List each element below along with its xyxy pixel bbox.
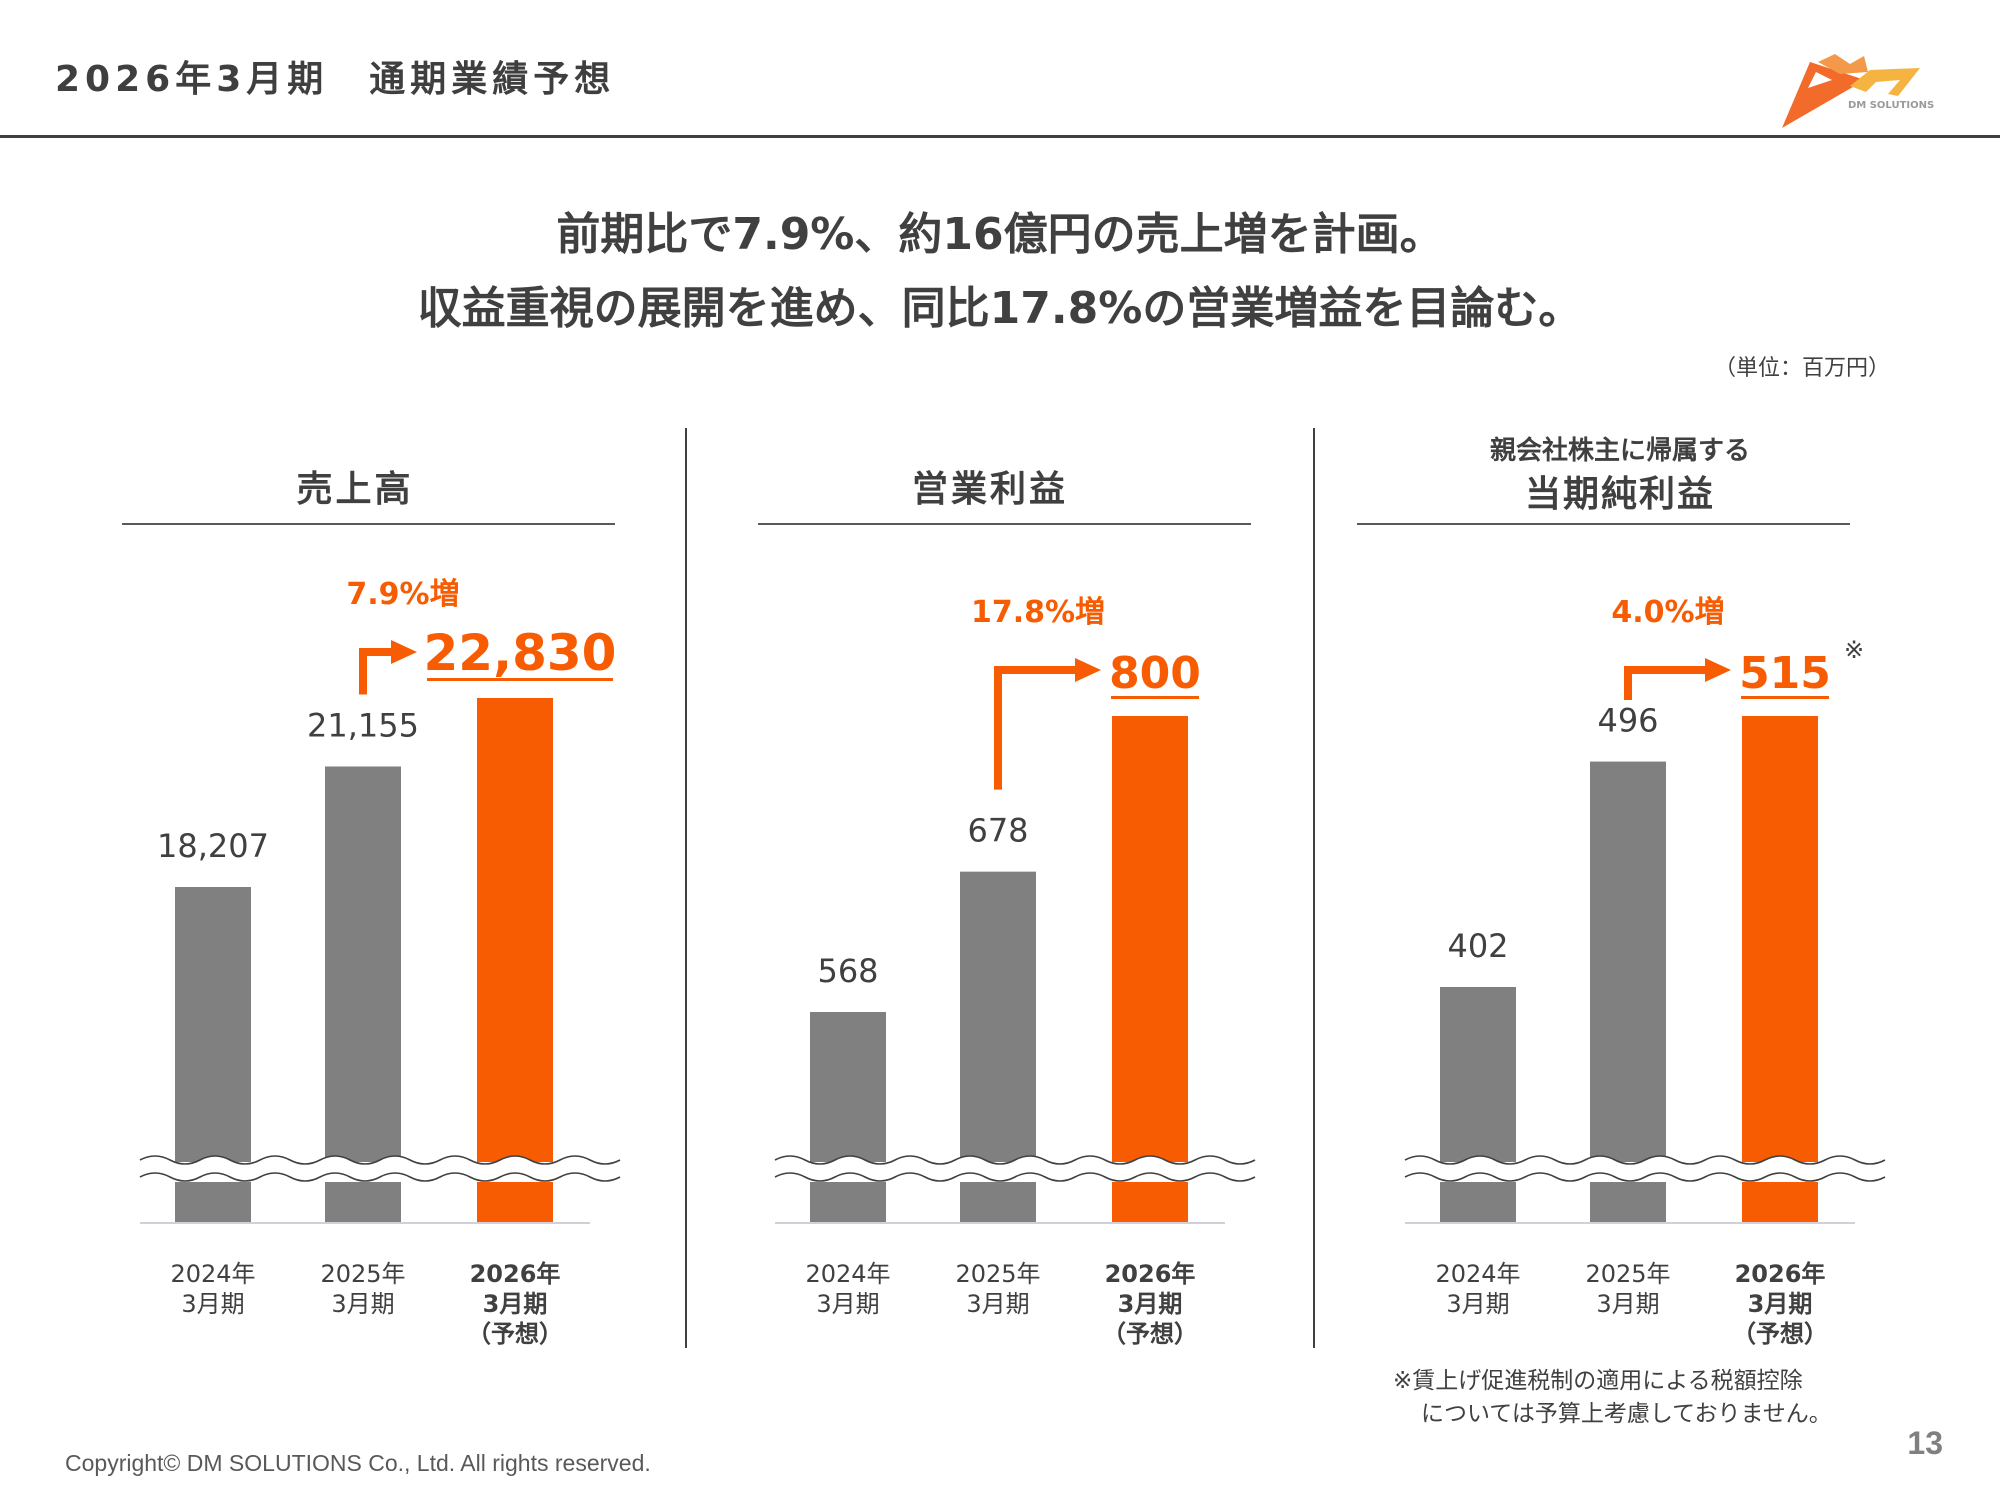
panel-operating-income: 営業利益 568 2024年 3月期 678 2025年 3月期 800 17.8%増 2026…	[740, 420, 1300, 1380]
category-label: 2026年	[1105, 1260, 1196, 1288]
forecast-data-label: 800	[1109, 648, 1201, 699]
panel-divider	[1313, 428, 1315, 1348]
category-label: 3月期	[1596, 1290, 1659, 1318]
data-label: 21,155	[307, 706, 419, 744]
forecast-data-label: 515	[1739, 648, 1831, 699]
growth-arrow-head	[1075, 658, 1101, 682]
data-label: 402	[1447, 927, 1508, 965]
bar-forecast	[477, 698, 553, 1222]
forecast-label-underline	[427, 678, 613, 681]
growth-label: 17.8%増	[971, 595, 1105, 630]
footnote-line-1: ※賃上げ促進税制の適用による税額控除	[1393, 1368, 1803, 1394]
data-label: 568	[817, 952, 878, 990]
category-label: 3月期	[331, 1290, 394, 1318]
category-label: 3月期	[1748, 1290, 1813, 1318]
category-label: 3月期	[816, 1290, 879, 1318]
bar-actual	[810, 1012, 886, 1222]
category-label: 2026年	[1735, 1260, 1826, 1288]
bar-forecast	[1112, 716, 1188, 1222]
axis-break-line	[1404, 1172, 1886, 1182]
axis-break-fill	[1405, 1162, 1855, 1176]
headline-line-1: 前期比で7.9%、約16億円の売上増を計画。	[556, 209, 1444, 260]
bar-actual	[325, 766, 401, 1222]
category-label: 2025年	[1585, 1260, 1670, 1288]
logo-mark-inner	[1808, 72, 1832, 88]
panel-title: 売上高	[296, 469, 414, 510]
panel-subtitle: 親会社株主に帰属する	[1489, 436, 1750, 466]
forecast-data-label: 22,830	[424, 624, 617, 682]
data-label: 496	[1597, 702, 1658, 740]
axis-break-line	[774, 1155, 1256, 1165]
panel-title-rule	[758, 523, 1251, 525]
axis-break-line	[774, 1172, 1256, 1182]
panel-title-rule	[122, 523, 615, 525]
logo-mark-yellow	[1850, 68, 1920, 96]
axis-break-line	[1404, 1155, 1886, 1165]
forecast-label-underline	[1741, 696, 1829, 699]
logo-text: DM SOLUTIONS	[1848, 100, 1934, 111]
growth-arrow	[994, 666, 1079, 790]
forecast-label-underline	[1111, 696, 1199, 699]
data-label: 18,207	[157, 827, 269, 865]
logo-mark-red	[1782, 62, 1865, 128]
data-label: 678	[967, 812, 1028, 850]
bar-chart: 5682024年3月期6782025年3月期80017.8%増2026年3月期（…	[774, 595, 1256, 1348]
category-label: （予想）	[467, 1320, 563, 1348]
growth-arrow-head	[391, 640, 417, 664]
title-rule	[0, 135, 2000, 138]
growth-arrow-head	[1705, 658, 1731, 682]
category-label: 2025年	[955, 1260, 1040, 1288]
axis-break-fill	[775, 1162, 1225, 1176]
category-label: 3月期	[1446, 1290, 1509, 1318]
slide-title: 2026年3月期 通期業績予想	[55, 59, 616, 100]
axis-break-fill	[140, 1162, 590, 1176]
footnote-line-2: については予算上考慮しておりません。	[1421, 1401, 1832, 1427]
category-label: 2024年	[805, 1260, 890, 1288]
bar-forecast	[1742, 716, 1818, 1222]
category-label: 2025年	[320, 1260, 405, 1288]
footnote: ※賃上げ促進税制の適用による税額控除 については予算上考慮しておりません。	[1393, 1365, 1832, 1431]
panel-title: 営業利益	[911, 469, 1068, 510]
growth-arrow	[359, 648, 395, 695]
copyright: Copyright© DM SOLUTIONS Co., Ltd. All ri…	[65, 1450, 651, 1476]
headline-line-2: 収益重視の展開を進め、同比17.8%の営業増益を目論む。	[417, 283, 1583, 334]
bar-chart: 4022024年3月期4962025年3月期5154.0%増※2026年3月期（…	[1404, 595, 1886, 1348]
growth-arrow	[1624, 666, 1709, 700]
category-label: 2024年	[170, 1260, 255, 1288]
panel-title-rule	[1357, 523, 1850, 525]
panel-net-income: 親会社株主に帰属する 当期純利益 402 2024年 3月期 496 2025年 3月期 5…	[1357, 420, 1930, 1380]
growth-label: 7.9%増	[346, 577, 459, 612]
bar-chart: 18,2072024年3月期21,1552025年3月期22,8307.9%増2…	[139, 577, 621, 1348]
category-label: 3月期	[483, 1290, 548, 1318]
page-number: 13	[1907, 1425, 1943, 1461]
axis-break-line	[139, 1172, 621, 1182]
panel-divider	[685, 428, 687, 1348]
axis-break-line	[139, 1155, 621, 1165]
category-label: 3月期	[1118, 1290, 1183, 1318]
category-label: 3月期	[181, 1290, 244, 1318]
category-label: 2026年	[470, 1260, 561, 1288]
bar-actual	[1440, 987, 1516, 1222]
note-mark: ※	[1844, 636, 1864, 664]
category-label: 2024年	[1435, 1260, 1520, 1288]
logo-mark-orange	[1818, 54, 1868, 74]
category-label: （予想）	[1102, 1320, 1198, 1348]
panel-net-sales: 売上高 18,207 2024年 3月期 21,155 2025年 3月期 22,830 7.…	[105, 420, 665, 1380]
category-label: （予想）	[1732, 1320, 1828, 1348]
company-logo: DM SOLUTIONS	[1782, 54, 1934, 128]
unit-label: （単位：百万円）	[1713, 356, 1890, 381]
category-label: 3月期	[966, 1290, 1029, 1318]
bar-actual	[1590, 761, 1666, 1222]
panel-title: 当期純利益	[1524, 474, 1715, 515]
growth-label: 4.0%増	[1611, 595, 1724, 630]
